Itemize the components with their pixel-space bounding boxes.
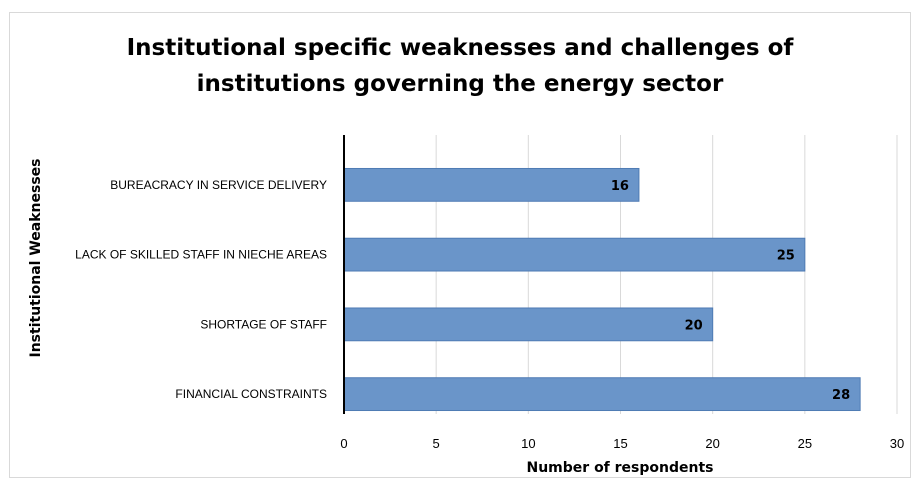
x-tick-label: 10 — [521, 436, 535, 451]
data-label: 25 — [777, 249, 795, 264]
x-tick-label: 25 — [798, 436, 812, 451]
category-label: LACK OF SKILLED STAFF IN NIECHE AREAS — [75, 248, 327, 262]
bar — [343, 377, 861, 412]
x-tick-label: 5 — [433, 436, 440, 451]
category-label: FINANCIAL CONSTRAINTS — [175, 387, 327, 401]
data-label: 28 — [832, 388, 850, 403]
x-tick-label: 30 — [890, 436, 904, 451]
chart-title-line-2: institutions governing the energy sector — [196, 71, 724, 97]
x-tick-label: 0 — [340, 436, 347, 451]
category-labels: BUREACRACY IN SERVICE DELIVERY LACK OF SK… — [75, 178, 327, 401]
x-tick-label: 20 — [705, 436, 719, 451]
data-labels: 16 25 20 28 — [611, 179, 850, 403]
bar — [343, 167, 640, 202]
x-tick-labels: 0 5 10 15 20 25 30 — [340, 436, 904, 451]
category-label: BUREACRACY IN SERVICE DELIVERY — [110, 178, 327, 192]
bars — [343, 167, 861, 412]
chart-title: Institutional specific weaknesses and ch… — [0, 30, 920, 102]
chart-title-line-1: Institutional specific weaknesses and ch… — [126, 35, 794, 61]
category-label: SHORTAGE OF STAFF — [200, 317, 327, 331]
data-label: 16 — [611, 179, 629, 194]
x-tick-label: 15 — [613, 436, 627, 451]
data-label: 20 — [685, 318, 703, 333]
x-axis-label: Number of respondents — [527, 460, 714, 476]
y-axis-label: Institutional Weaknesses — [28, 158, 44, 357]
bar — [343, 307, 714, 342]
bar — [343, 237, 806, 272]
